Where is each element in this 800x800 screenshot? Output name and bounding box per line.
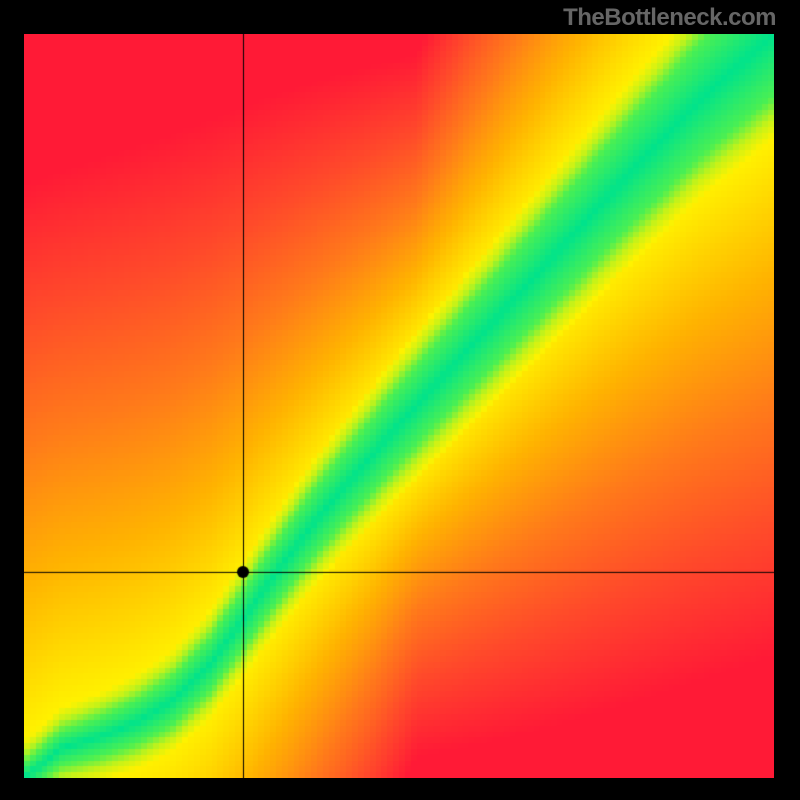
brand-watermark: TheBottleneck.com	[563, 4, 776, 32]
bottleneck-heatmap	[24, 34, 774, 778]
page-container: TheBottleneck.com	[0, 0, 800, 800]
